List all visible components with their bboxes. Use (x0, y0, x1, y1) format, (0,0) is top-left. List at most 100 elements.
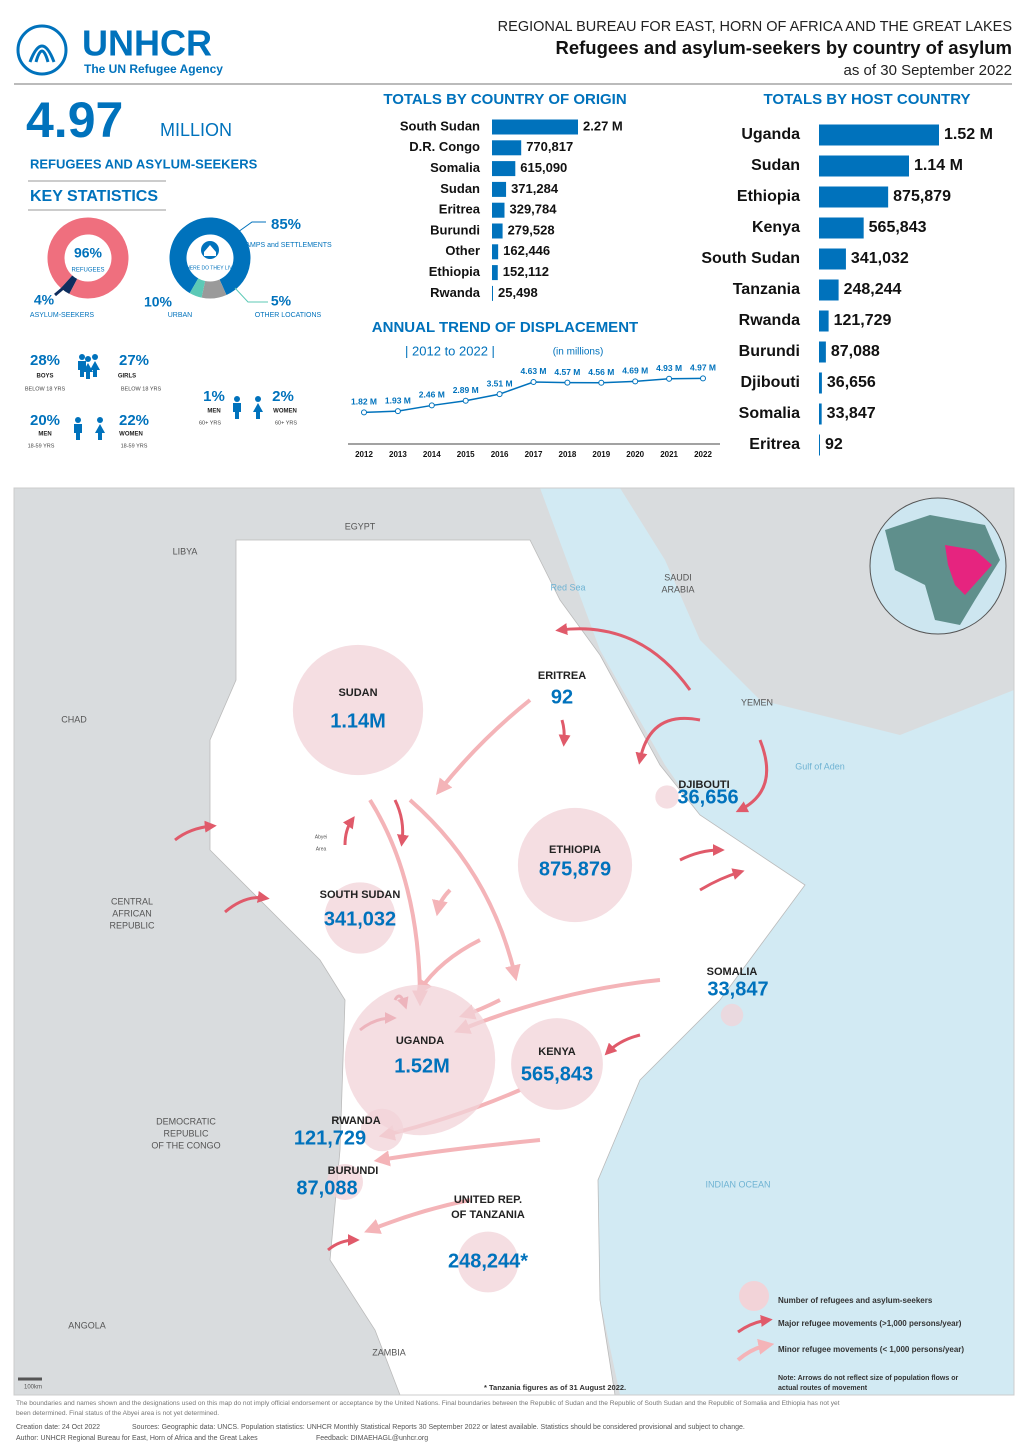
legend-text: Number of refugees and asylum-seekers (778, 1296, 933, 1305)
pie-category: ASYLUM-SEEKERS (30, 312, 95, 319)
bar (492, 265, 498, 281)
demographic-group: GIRLS (118, 374, 136, 380)
host-name: ETHIOPIA (549, 844, 601, 856)
value-label: 87,088 (831, 343, 880, 360)
total-unit: MILLION (160, 120, 232, 140)
bar (492, 285, 493, 301)
year-label: 2022 (694, 450, 712, 459)
bar (819, 279, 839, 301)
trend-value-label: 3.51 M (487, 378, 513, 388)
value-label: 341,032 (851, 250, 909, 267)
value-label: 25,498 (498, 285, 538, 300)
country-label: EGYPT (345, 521, 376, 531)
logo-tagline: The UN Refugee Agency (84, 62, 223, 76)
arrow (342, 816, 355, 846)
bar (492, 119, 578, 135)
category-label: Sudan (751, 157, 800, 174)
category-label: Djibouti (740, 374, 800, 391)
host-name: SOUTH SUDAN (320, 889, 401, 901)
category-label: South Sudan (400, 118, 480, 133)
category-label: South Sudan (701, 250, 800, 267)
category-label: Ethiopia (429, 264, 481, 279)
value-label: 615,090 (520, 160, 567, 175)
value-label: 36,656 (827, 374, 876, 391)
trend-value-label: 4.69 M (622, 366, 648, 376)
category-label: Rwanda (430, 285, 481, 300)
trend-point (598, 379, 605, 386)
trend-value-label: 4.56 M (588, 367, 614, 377)
value-label: 162,446 (503, 243, 550, 258)
person-body (253, 403, 263, 419)
arrow (327, 1234, 360, 1252)
trend-value-label: 4.93 M (656, 363, 682, 373)
trend-point (394, 408, 401, 415)
category-label: Uganda (741, 126, 800, 143)
host-value: 33,847 (707, 978, 768, 1000)
bureau: REGIONAL BUREAU FOR EAST, HORN OF AFRICA… (498, 19, 1012, 35)
legend-arrow (737, 1314, 773, 1334)
bar (492, 223, 503, 239)
country-label: CENTRAL (111, 896, 153, 906)
water-label: INDIAN OCEAN (705, 1179, 770, 1189)
globe-land (885, 515, 1000, 625)
arrow (454, 978, 661, 1034)
year-label: 2018 (559, 450, 577, 459)
arrow (699, 868, 745, 892)
trend-point (666, 375, 673, 382)
arrow (174, 820, 217, 842)
demographic-value: 2% (272, 388, 294, 405)
pie-label: 96% (74, 245, 103, 261)
demographic-value: 28% (30, 352, 60, 369)
pie-category: OTHER LOCATIONS (255, 312, 322, 319)
host-value: 92 (551, 686, 573, 708)
demographic-age: BELOW 18 YRS (121, 386, 162, 392)
host-name: KENYA (538, 1046, 576, 1058)
host-value: 36,656 (677, 786, 738, 808)
year-label: 2017 (525, 450, 543, 459)
pie-label: 5% (271, 293, 292, 309)
key-stats-heading: KEY STATISTICS (30, 188, 158, 205)
category-label: Other (445, 243, 480, 258)
pie-slice (47, 217, 129, 299)
arrow (558, 719, 571, 747)
date: as of 30 September 2022 (844, 62, 1012, 79)
person-head (92, 354, 98, 360)
logo-text: UNHCR (82, 23, 212, 64)
pie-center-label: WHERE DO THEY LIVE? (181, 265, 238, 271)
host-circle (324, 882, 396, 954)
category-label: Eritrea (749, 436, 800, 453)
person-body (233, 403, 241, 419)
value-label: 2.27 M (583, 118, 623, 133)
bar (819, 403, 822, 425)
person-head (234, 396, 240, 402)
trend-value-label: 1.82 M (351, 397, 377, 407)
globe (869, 497, 1007, 635)
demographic-value: 1% (203, 388, 225, 405)
legend-text: Minor refugee movements (< 1,000 persons… (778, 1345, 964, 1354)
country-label: CHAD (61, 714, 87, 724)
trend-point (564, 379, 571, 386)
pie-category: URBAN (168, 312, 193, 319)
country-label: REPUBLIC (109, 920, 155, 930)
category-label: Tanzania (733, 281, 800, 298)
host-value: 121,729 (294, 1127, 366, 1149)
demographic-group: WOMEN (119, 432, 143, 438)
trend-point (700, 375, 706, 382)
country-label: LIBYA (173, 546, 198, 556)
value-label: 329,784 (509, 202, 557, 217)
country-label: OF THE CONGO (151, 1140, 220, 1150)
host-circle (511, 1018, 603, 1110)
chart-subtitle: | 2012 to 2022 | (405, 343, 495, 358)
pie-category: REFUGEES (71, 268, 104, 274)
arrow (368, 798, 428, 1007)
trend-point (530, 378, 537, 385)
arrow (416, 938, 481, 996)
demographic-group: BOYS (36, 374, 53, 380)
category-label: D.R. Congo (409, 139, 480, 154)
logo: UNHCR The UN Refugee Agency (16, 23, 223, 76)
water-label: Red Sea (550, 582, 585, 592)
total-value: 4.97 (26, 92, 123, 148)
demographic-value: 22% (119, 412, 149, 429)
disclaimer: The boundaries and names shown and the d… (16, 1400, 840, 1407)
